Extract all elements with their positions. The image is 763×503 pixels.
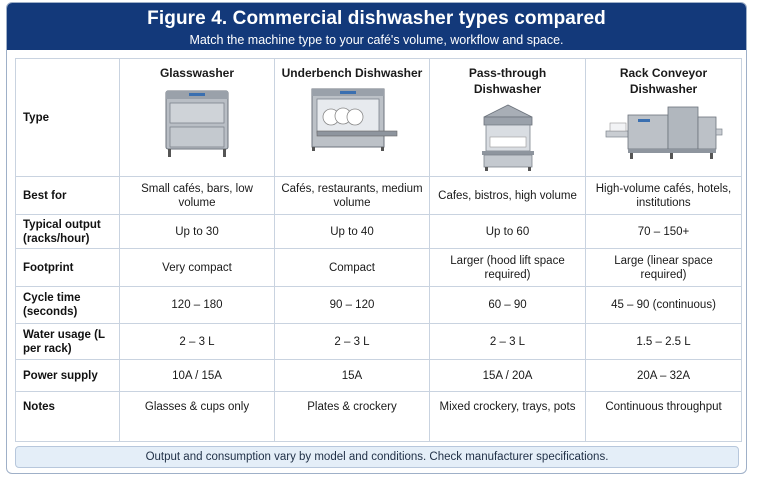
table-cell: Up to 30: [119, 214, 275, 249]
table-cell: 15A: [274, 359, 430, 392]
table-cell: 2 – 3 L: [119, 323, 275, 360]
rack-conveyor-dishwasher-illustration: [605, 106, 722, 159]
type-row: Type Glasswasher Underbench Dishwasher: [15, 58, 742, 177]
row-label: Power supply: [15, 359, 120, 392]
table-cell: Small cafés, bars, low volume: [119, 176, 275, 215]
glasswasher-illustration: [165, 90, 229, 157]
underbench-dishwasher-illustration: [311, 88, 398, 151]
table-row: Cycle time (seconds) 120 – 180 90 – 120 …: [15, 286, 742, 324]
row-label: Best for: [15, 176, 120, 215]
row-label-type: Type: [15, 58, 120, 177]
table-cell: Cafés, restaurants, medium volume: [274, 176, 430, 215]
table-cell: Compact: [274, 248, 430, 287]
table-row: Typical output (racks/hour) Up to 30 Up …: [15, 214, 742, 249]
table-cell: 15A / 20A: [429, 359, 586, 392]
figure-header: Figure 4. Commercial dishwasher types co…: [7, 3, 746, 50]
column-name: Glasswasher: [159, 66, 235, 80]
table-cell: 10A / 15A: [119, 359, 275, 392]
column-header-pass-through: Pass-through Dishwasher: [429, 58, 586, 177]
table-cell: 2 – 3 L: [274, 323, 430, 360]
table-cell: 60 – 90: [429, 286, 586, 324]
pass-through-dishwasher-illustration: [481, 104, 534, 171]
table-cell: Plates & crockery: [274, 391, 430, 442]
row-label: Notes: [15, 391, 120, 442]
table-cell: 120 – 180: [119, 286, 275, 324]
row-label: Typical output (racks/hour): [15, 214, 120, 249]
table-cell: Glasses & cups only: [119, 391, 275, 442]
column-header-glasswasher: Glasswasher: [119, 58, 275, 177]
table-cell: 70 – 150+: [585, 214, 742, 249]
table-row: Water usage (L per rack) 2 – 3 L 2 – 3 L…: [15, 323, 742, 360]
table-cell: Up to 40: [274, 214, 430, 249]
table-cell: Up to 60: [429, 214, 586, 249]
table-cell: High-volume cafés, hotels, institutions: [585, 176, 742, 215]
column-name: Pass-through Dishwasher: [468, 66, 547, 96]
column-name: Underbench Dishwasher: [281, 66, 423, 80]
table-cell: 1.5 – 2.5 L: [585, 323, 742, 360]
column-header-rack-conveyor: Rack Conveyor Dishwasher: [585, 58, 742, 177]
table-cell: Continuous throughput: [585, 391, 742, 442]
table-cell: 45 – 90 (continuous): [585, 286, 742, 324]
table-cell: Larger (hood lift space required): [429, 248, 586, 287]
table-cell: Very compact: [119, 248, 275, 287]
table-cell: 20A – 32A: [585, 359, 742, 392]
comparison-table: Type Glasswasher Underbench Dishwasher: [15, 58, 742, 442]
table-row: Best for Small cafés, bars, low volume C…: [15, 176, 742, 215]
column-header-underbench: Underbench Dishwasher: [274, 58, 430, 177]
row-label: Water usage (L per rack): [15, 323, 120, 360]
figure-title: Figure 4. Commercial dishwasher types co…: [147, 8, 606, 29]
table-row: Notes Glasses & cups only Plates & crock…: [15, 391, 742, 442]
table-cell: Cafes, bistros, high volume: [429, 176, 586, 215]
table-row: Footprint Very compact Compact Larger (h…: [15, 248, 742, 287]
footer-note: Output and consumption vary by model and…: [15, 446, 739, 468]
row-label: Cycle time (seconds): [15, 286, 120, 324]
table-cell: 90 – 120: [274, 286, 430, 324]
figure-frame: Figure 4. Commercial dishwasher types co…: [6, 2, 747, 474]
row-label: Footprint: [15, 248, 120, 287]
table-cell: Mixed crockery, trays, pots: [429, 391, 586, 442]
table-row: Power supply 10A / 15A 15A 15A / 20A 20A…: [15, 359, 742, 392]
column-name: Rack Conveyor Dishwasher: [619, 66, 708, 96]
table-cell: 2 – 3 L: [429, 323, 586, 360]
figure-subtitle: Match the machine type to your café's vo…: [189, 33, 564, 47]
table-cell: Large (linear space required): [585, 248, 742, 287]
